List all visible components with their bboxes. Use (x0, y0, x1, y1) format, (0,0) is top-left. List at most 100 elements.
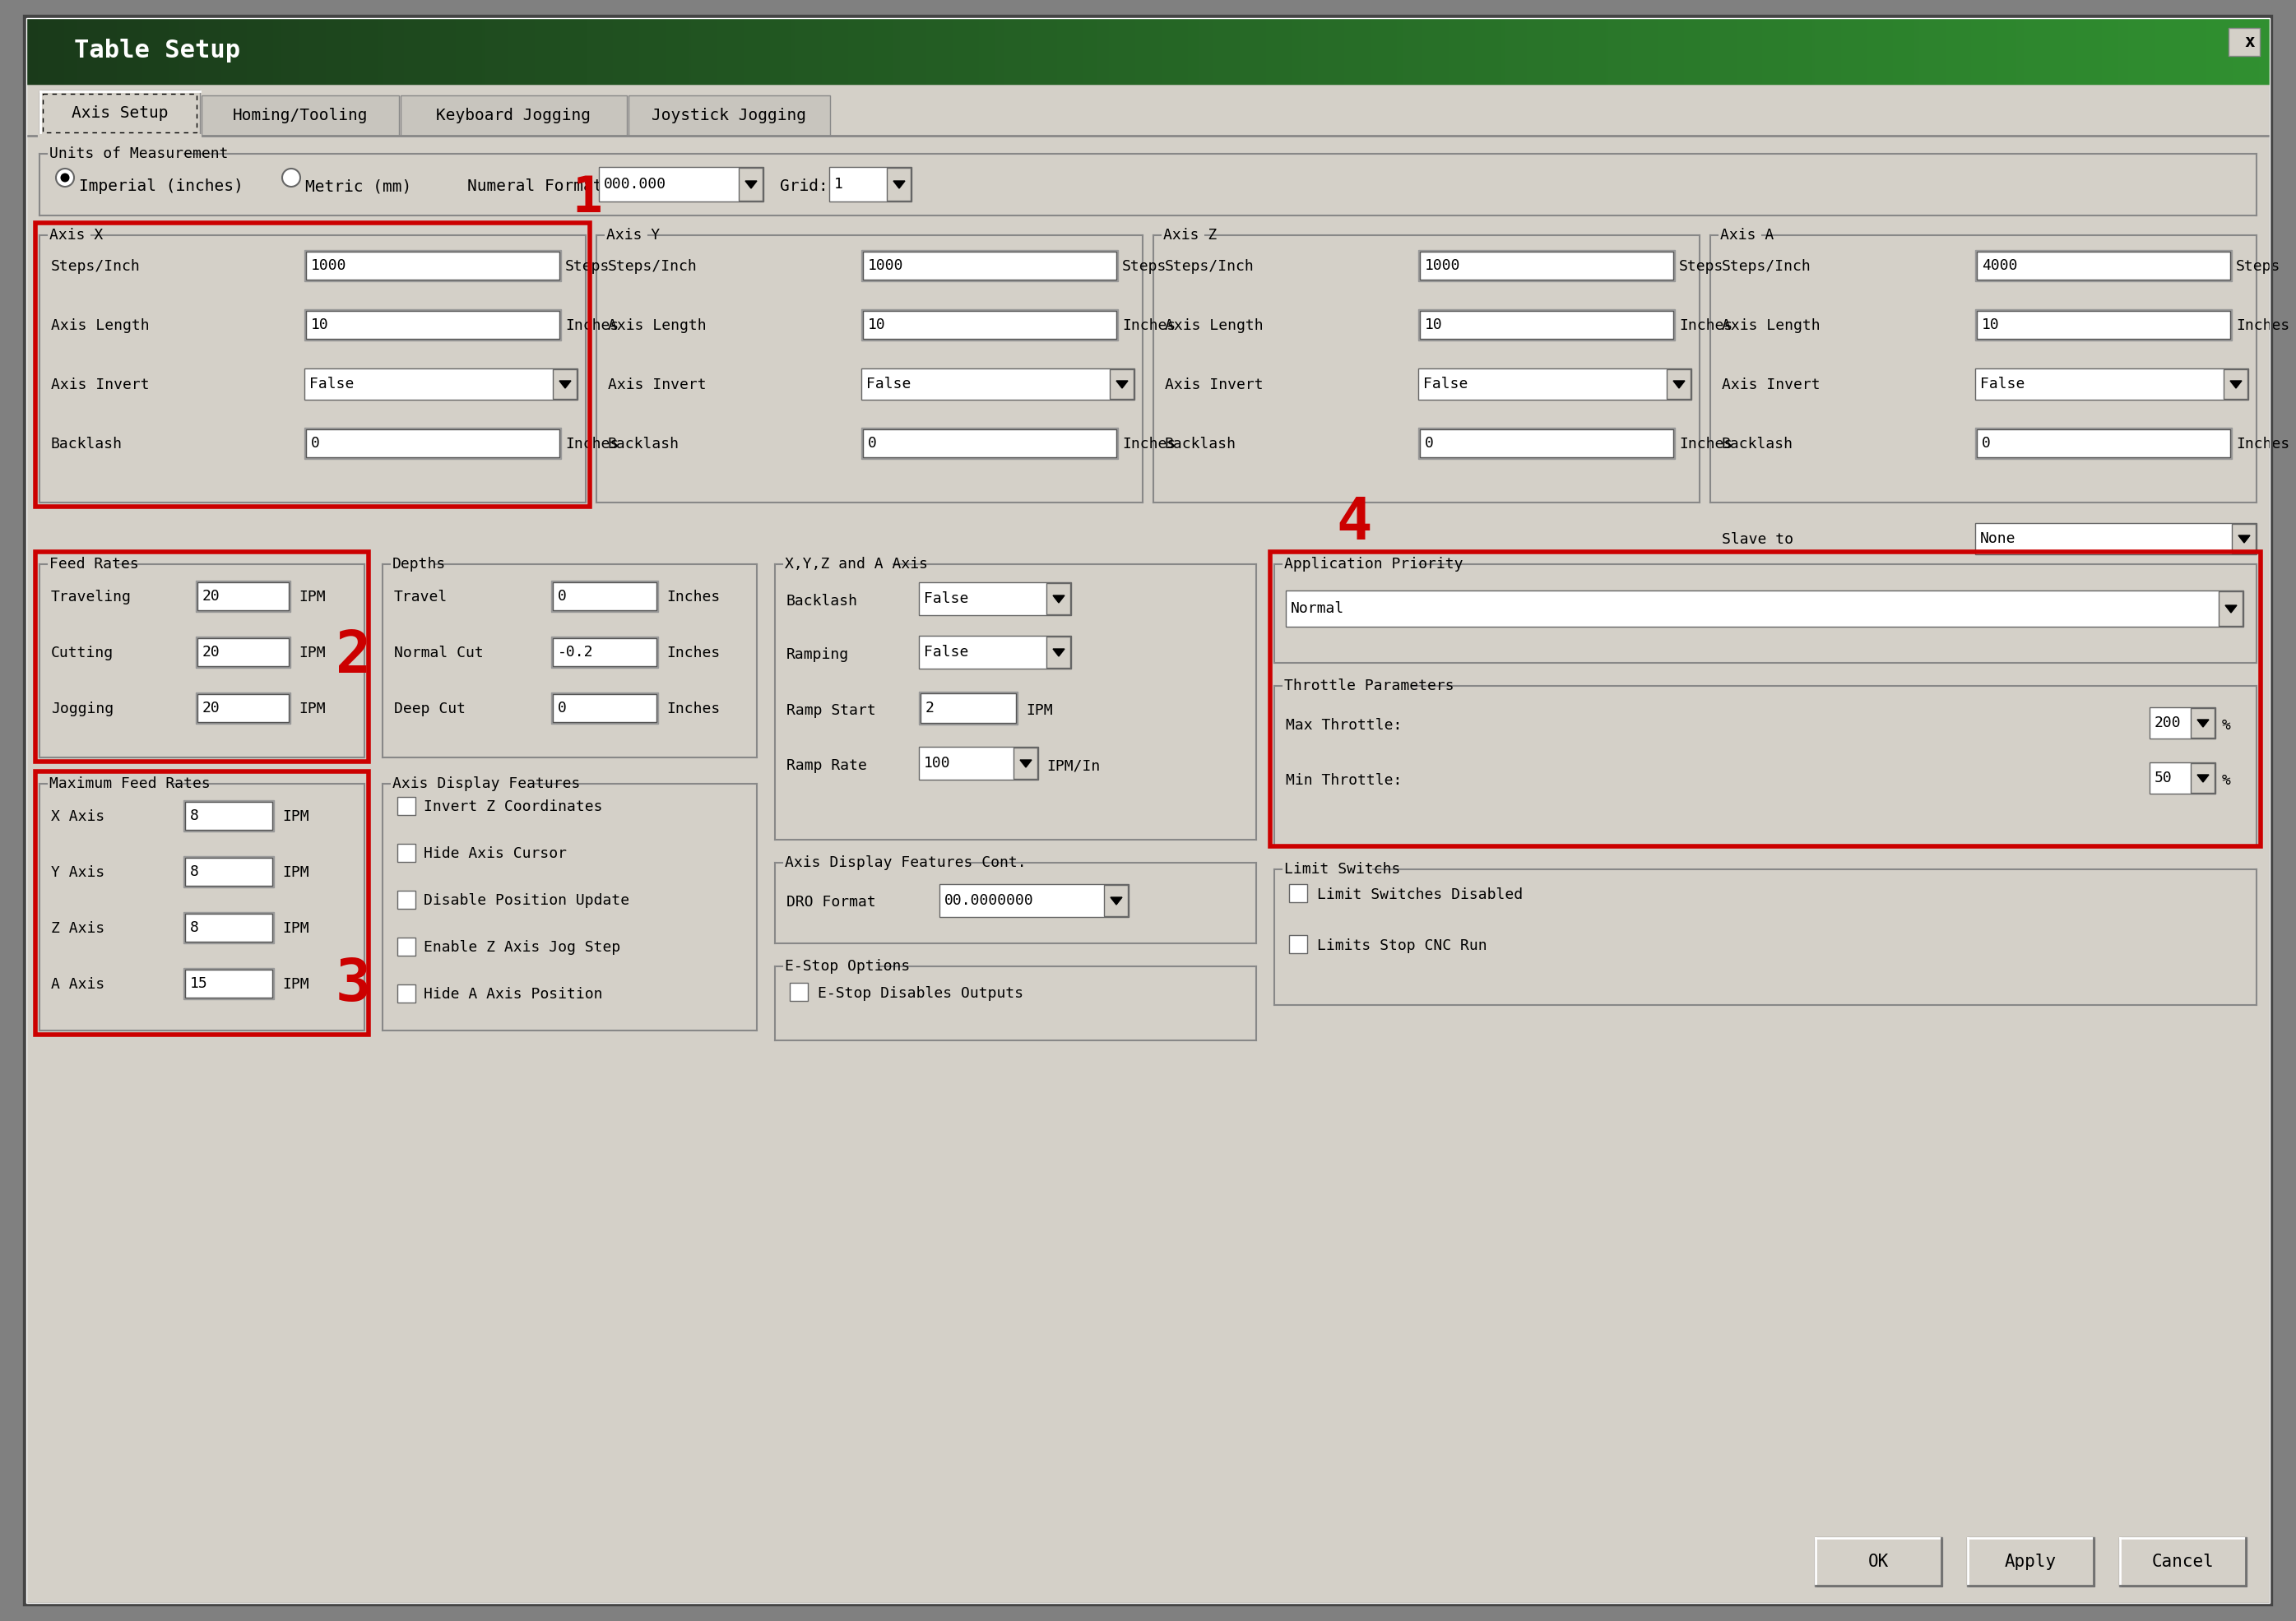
Polygon shape (560, 381, 572, 387)
Polygon shape (2197, 720, 2209, 728)
Text: Inches: Inches (2236, 318, 2289, 332)
Text: Ramp Rate: Ramp Rate (788, 759, 868, 773)
Text: None: None (1979, 532, 2016, 546)
Text: IPM: IPM (282, 977, 310, 992)
Text: 0: 0 (310, 436, 319, 451)
Text: Slave to: Slave to (1722, 532, 1793, 546)
Bar (184, 913, 273, 943)
Text: 10: 10 (1981, 318, 2000, 332)
Text: Steps: Steps (2236, 259, 2280, 274)
Text: 8: 8 (191, 809, 200, 823)
Polygon shape (893, 182, 905, 188)
Text: Feed Rates: Feed Rates (48, 556, 138, 572)
Bar (1975, 368, 2248, 400)
Text: E-Stop Options: E-Stop Options (785, 960, 909, 974)
Bar (34, 551, 370, 762)
Text: Inches: Inches (1123, 436, 1176, 452)
Text: 2: 2 (335, 629, 372, 686)
Text: Jogging: Jogging (51, 702, 113, 716)
Bar (1814, 1537, 1942, 1587)
Bar (1286, 590, 2243, 627)
Bar (197, 694, 289, 721)
Bar (1977, 311, 2229, 339)
Bar (863, 251, 1116, 280)
Text: 15: 15 (191, 976, 209, 990)
Text: 1000: 1000 (868, 258, 905, 272)
Text: Deep Cut: Deep Cut (395, 702, 466, 716)
Text: Inches: Inches (565, 318, 620, 332)
Text: 0: 0 (1426, 436, 1433, 451)
Text: x: x (2243, 34, 2255, 50)
Circle shape (55, 169, 73, 186)
Text: 000.000: 000.000 (604, 177, 666, 191)
Bar (918, 635, 1070, 668)
Bar (197, 639, 289, 666)
Text: Y Axis: Y Axis (51, 866, 106, 880)
Text: %: % (2223, 773, 2232, 788)
Text: Ramping: Ramping (788, 647, 850, 661)
Bar (861, 310, 1118, 340)
Bar (2119, 1537, 2248, 1587)
Text: Axis Invert: Axis Invert (51, 378, 149, 392)
Text: Backlash: Backlash (788, 593, 859, 608)
Text: Cutting: Cutting (51, 645, 113, 660)
Bar (34, 772, 370, 1034)
Text: 3: 3 (335, 956, 372, 1013)
Bar (305, 311, 560, 339)
Text: Axis Invert: Axis Invert (1722, 378, 1821, 392)
Text: False: False (1424, 376, 1467, 392)
Text: Axis Z: Axis Z (1164, 229, 1217, 243)
Text: 0: 0 (1981, 436, 1991, 451)
Bar (1109, 370, 1134, 399)
Bar (886, 169, 912, 201)
Bar (184, 801, 273, 832)
Text: Application Priority: Application Priority (1283, 556, 1463, 572)
Text: Inches: Inches (666, 645, 721, 660)
Bar (305, 368, 579, 400)
Text: Imperial (inches): Imperial (inches) (78, 178, 243, 195)
Bar (553, 639, 657, 666)
Text: Backlash: Backlash (51, 436, 122, 452)
Text: Limits Stop CNC Run: Limits Stop CNC Run (1318, 939, 1488, 953)
Bar (397, 937, 416, 956)
Bar (861, 250, 1118, 282)
Text: Joystick Jogging: Joystick Jogging (652, 107, 806, 123)
Text: 8: 8 (191, 921, 200, 935)
Bar (2190, 708, 2216, 738)
Text: Axis Y: Axis Y (606, 229, 659, 243)
Text: 10: 10 (310, 318, 328, 332)
Text: 1: 1 (572, 173, 602, 222)
Polygon shape (2197, 775, 2209, 781)
Text: Grid:: Grid: (781, 178, 829, 195)
Bar (1013, 747, 1038, 778)
Text: Axis Display Features: Axis Display Features (393, 776, 581, 791)
Bar (553, 582, 657, 609)
Text: IPM: IPM (282, 809, 310, 823)
Text: Inches: Inches (666, 590, 721, 605)
Text: Inches: Inches (1678, 436, 1733, 452)
Bar (739, 169, 762, 201)
Bar (2232, 524, 2255, 553)
Bar (397, 984, 416, 1002)
Text: 4000: 4000 (1981, 258, 2018, 272)
Bar (186, 858, 273, 885)
Bar (918, 747, 1038, 780)
Bar (184, 856, 273, 887)
Bar (1419, 368, 1692, 400)
Bar (2149, 707, 2216, 739)
Text: Axis A: Axis A (1720, 229, 1775, 243)
Text: Homing/Tooling: Homing/Tooling (232, 107, 367, 123)
Text: Max Throttle:: Max Throttle: (1286, 718, 1403, 733)
Text: A Axis: A Axis (51, 977, 106, 992)
Text: Invert Z Coordinates: Invert Z Coordinates (425, 799, 602, 814)
Text: Axis X: Axis X (48, 229, 103, 243)
Bar (400, 96, 627, 136)
Text: False: False (923, 645, 969, 660)
Text: Axis Setup: Axis Setup (71, 105, 168, 122)
Text: Throttle Parameters: Throttle Parameters (1283, 679, 1453, 694)
Text: Steps/Inch: Steps/Inch (51, 259, 140, 274)
Text: Steps/Inch: Steps/Inch (1164, 259, 1254, 274)
Bar (861, 428, 1118, 459)
Text: Inches: Inches (2236, 436, 2289, 452)
Bar (1288, 935, 1306, 953)
